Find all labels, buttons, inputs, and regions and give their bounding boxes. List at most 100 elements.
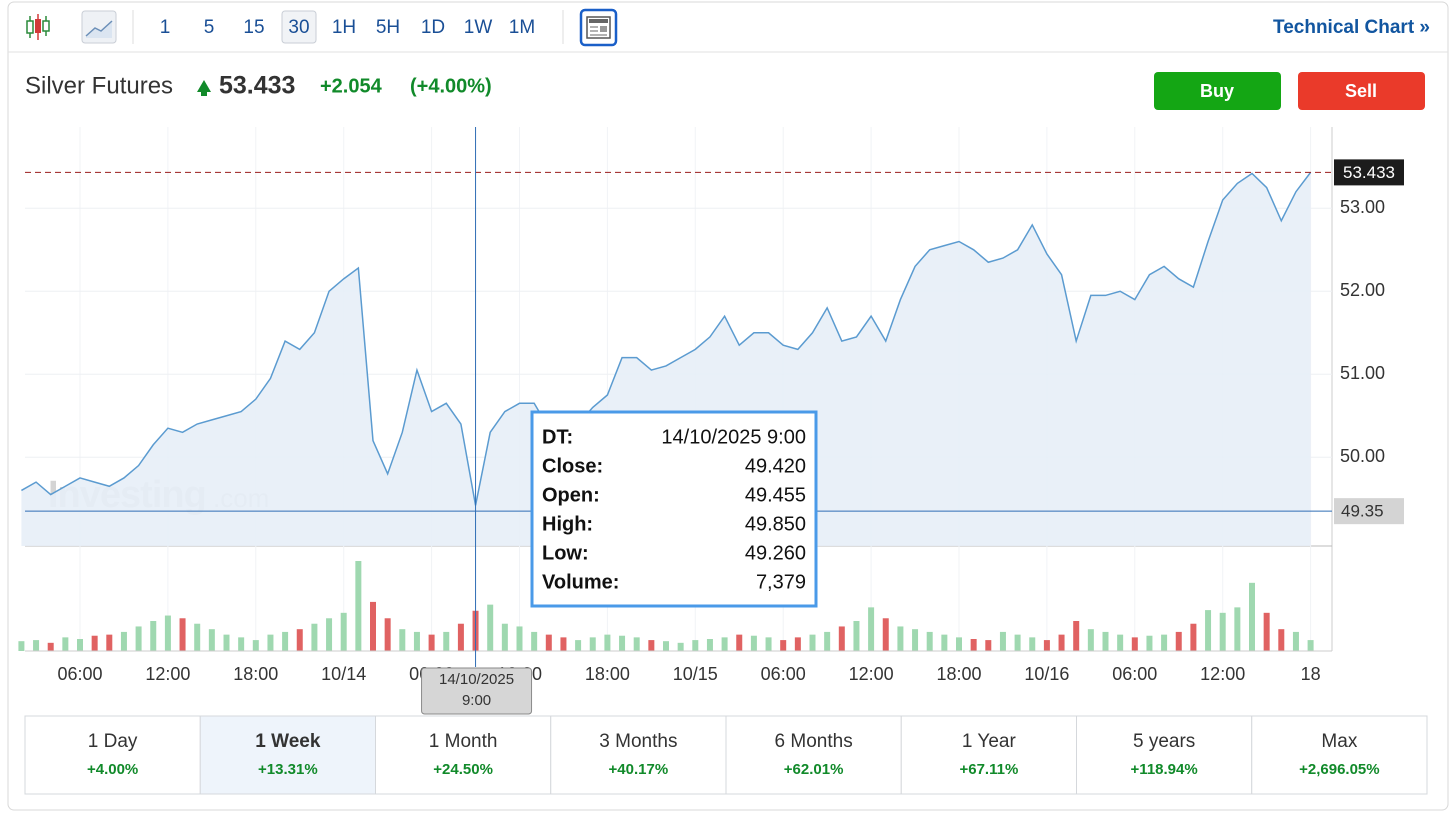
period-cell[interactable] (375, 715, 552, 795)
volume-bar (999, 631, 1006, 651)
period-change[interactable]: +13.31% (258, 761, 318, 778)
interval[interactable]: 15 (243, 17, 264, 38)
line-icon[interactable] (81, 10, 117, 44)
volume-bar (780, 640, 787, 651)
period-change[interactable]: +67.11% (959, 761, 1018, 778)
interval[interactable]: 1D (421, 17, 445, 38)
x-tick-label: 12:00 (1200, 664, 1245, 684)
volume-bar (575, 640, 582, 651)
volume-bar (443, 631, 450, 651)
volume-bar (912, 629, 919, 651)
volume-bar (47, 642, 54, 651)
volume-bar (326, 618, 333, 651)
volume-bar (252, 640, 259, 651)
period-change[interactable]: +24.50% (433, 761, 493, 778)
volume-bar (1029, 637, 1036, 651)
volume-bar (208, 629, 215, 651)
volume-bar (1087, 629, 1094, 651)
interval[interactable]: 1H (332, 17, 356, 38)
volume-bar (399, 629, 406, 651)
price: 53.433 (219, 72, 295, 100)
crosshair-y-box (1334, 498, 1404, 525)
volume-bar (1249, 582, 1255, 651)
volume-bar (296, 629, 303, 651)
volume-bar (1146, 635, 1153, 651)
x-tick-label: 10/15 (673, 664, 718, 684)
volume-bar (721, 637, 728, 651)
x-tick-label: 18:00 (585, 664, 630, 684)
volume-bar (706, 639, 713, 651)
period-name[interactable]: Max (1321, 731, 1357, 752)
crosshair-y-label: 49.35 (1341, 502, 1384, 521)
period-change[interactable]: +62.01% (784, 761, 844, 778)
volume-bar (1014, 634, 1021, 651)
news-icon[interactable] (579, 8, 618, 47)
period-name[interactable]: 1 Year (962, 731, 1017, 752)
period-name[interactable]: 1 Month (429, 731, 498, 752)
volume-bar (413, 631, 420, 651)
sell-button[interactable] (1298, 72, 1425, 110)
volume-bar (838, 626, 845, 651)
change: +2.054 (320, 75, 383, 97)
volume-bar (736, 634, 743, 651)
interval[interactable]: 5 (204, 17, 215, 38)
candle-icon[interactable] (26, 14, 50, 40)
interval[interactable]: 5H (376, 17, 400, 38)
x-tick-label: 18:00 (233, 664, 278, 684)
period-cell[interactable] (24, 715, 201, 795)
volume-bar (18, 641, 25, 651)
interval[interactable]: 1 (160, 17, 171, 38)
volume-bar (560, 637, 567, 651)
period-cell[interactable] (900, 715, 1077, 795)
volume-bar (516, 626, 523, 651)
period-name[interactable]: 1 Week (255, 731, 321, 752)
volume-bar (956, 637, 962, 651)
volume-bar (809, 634, 816, 651)
volume-bar (340, 612, 347, 651)
period-cell[interactable] (199, 715, 376, 795)
volume-bar (589, 637, 596, 651)
period-name[interactable]: 5 years (1133, 731, 1195, 752)
period-change[interactable]: +40.17% (609, 761, 669, 778)
period-change[interactable]: +2,696.05% (1299, 761, 1380, 778)
period-name[interactable]: 3 Months (599, 731, 677, 752)
sell-label[interactable]: Sell (1345, 81, 1377, 101)
volume-bar (882, 618, 889, 651)
buy-label[interactable]: Buy (1200, 81, 1234, 101)
interval[interactable]: 1W (464, 17, 493, 38)
tooltip-label: High: (542, 513, 593, 535)
volume-bar (164, 615, 171, 651)
period-change[interactable]: +118.94% (1131, 761, 1198, 778)
period-cell[interactable] (1076, 715, 1253, 795)
volume-bar (1292, 631, 1299, 651)
volume-bar (545, 634, 552, 651)
change-percent: (+4.00%) (410, 75, 492, 97)
interval[interactable]: 30 (288, 17, 309, 38)
period-cell[interactable] (725, 715, 902, 795)
tooltip-label: Open: (542, 484, 600, 506)
volume-bar (633, 637, 640, 651)
y-tick-label: 52.00 (1340, 280, 1385, 300)
period-cell[interactable] (1251, 715, 1428, 795)
tooltip-value: 49.420 (745, 455, 806, 477)
interval[interactable]: 1M (509, 17, 535, 38)
crosshair-x-label: 9:00 (462, 692, 491, 709)
volume-bar (1307, 640, 1314, 651)
technical-chart-link[interactable]: Technical Chart » (1273, 17, 1430, 38)
period-change[interactable]: +4.00% (87, 761, 138, 778)
volume-bar (677, 642, 684, 651)
buy-button[interactable] (1154, 72, 1281, 110)
volume-bar (106, 634, 113, 651)
y-tick-label: 51.00 (1340, 363, 1385, 383)
last-price-label: 53.433 (1343, 163, 1395, 182)
period-cell[interactable] (550, 715, 727, 795)
period-name[interactable]: 1 Day (88, 731, 138, 752)
volume-bar (457, 623, 464, 651)
volume-bar (604, 634, 611, 651)
volume-bar (1102, 631, 1109, 651)
volume-bar (1205, 610, 1212, 651)
volume-bar (970, 639, 977, 651)
volume-bar (897, 626, 904, 651)
x-tick-label: 18 (1301, 664, 1321, 684)
period-name[interactable]: 6 Months (775, 731, 853, 752)
